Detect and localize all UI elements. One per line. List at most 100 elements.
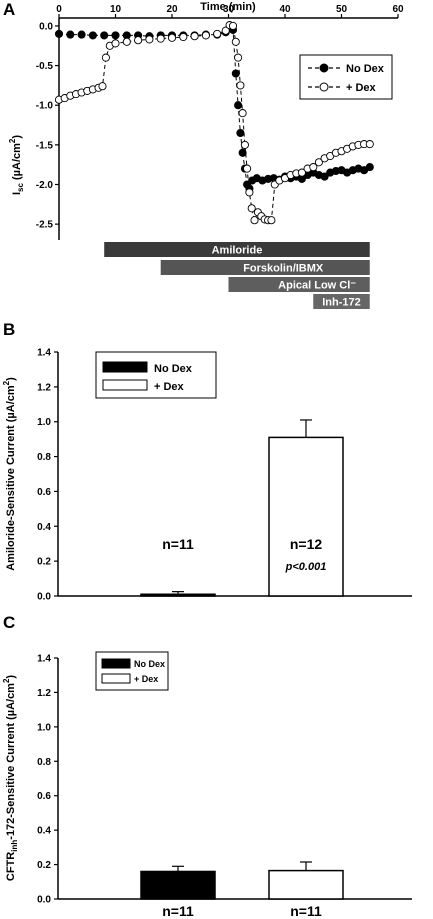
treatment-bar-label: Forskolin/IBMX: [243, 263, 324, 275]
panel-c-n-label-no-dex: n=11: [162, 903, 194, 919]
data-point-dex: [314, 158, 323, 167]
panel-a-x-tick-label: 20: [166, 4, 178, 15]
data-point-no-dex: [100, 31, 109, 40]
panel-b-bars: n=11 n=12 p<0.001: [140, 419, 344, 597]
panel-b-n-label-no-dex: n=11: [162, 536, 194, 552]
panel-a-y-tick-label: -2.5: [36, 220, 54, 231]
panel-b-legend-swatch-no-dex: [102, 361, 148, 373]
panel-a-x-tick-label: 40: [279, 4, 291, 15]
legend-dex-label: + Dex: [346, 82, 377, 94]
panel-c-y-tick-label: 0.4: [37, 826, 51, 837]
panel-c-bar-no-dex: [140, 870, 216, 900]
panel-b-y-tick-label: 1.2: [37, 382, 51, 393]
panel-a-x-tick-label: 60: [392, 4, 404, 15]
panel-a-letter: A: [3, 0, 15, 19]
data-point-dex: [101, 53, 110, 62]
data-point-dex: [236, 81, 245, 90]
panel-a-y-ticks: 0.0 -0.5 -1.0 -1.5 -2.0 -2.5: [36, 21, 59, 231]
panel-c-legend-no-dex: No Dex: [134, 659, 165, 669]
panel-a-x-tick-label: 10: [110, 4, 122, 15]
panel-c: C 0.0 0.2 0.4 0.6 0.8 1.0 1.2 1.4 CFTRinh-172-S…: [2, 613, 412, 919]
panel-a: A Time (min) 0 10 20 30 40 50 60 0.0 -0.5 -1.0 -1…: [3, 0, 404, 309]
data-point-dex: [221, 26, 230, 35]
data-point-dex: [245, 188, 254, 197]
data-point-dex: [247, 204, 256, 213]
panel-a-series: [54, 21, 374, 225]
panel-a-x-title: Time (min): [200, 1, 256, 13]
panel-a-x-ticks: 0 10 20 30 40 50 60: [56, 4, 404, 18]
panel-a-y-tick-label: 0.0: [39, 21, 53, 32]
treatment-bar-label: Amiloride: [212, 245, 263, 257]
data-point-dex: [228, 21, 238, 30]
panel-b-p-value: p<0.001: [285, 561, 327, 573]
panel-c-bars: n=11 n=11: [140, 861, 344, 919]
data-point-no-dex: [111, 31, 120, 40]
data-point-dex: [231, 37, 240, 46]
panel-b-y-tick-label: 1.0: [37, 417, 51, 428]
data-point-no-dex: [234, 101, 243, 110]
data-point-dex: [145, 35, 154, 44]
data-point-dex: [190, 32, 199, 41]
data-point-no-dex: [365, 163, 374, 172]
panel-c-legend: No Dex + Dex: [95, 651, 169, 691]
panel-c-legend-swatch-no-dex: [101, 658, 131, 669]
panel-c-y-tick-label: 0.8: [37, 757, 51, 768]
panel-c-legend-dex: + Dex: [134, 674, 158, 684]
panel-c-letter: C: [3, 613, 15, 632]
data-point-dex: [167, 33, 177, 42]
panel-c-legend-box: [95, 651, 169, 691]
panel-b-bar-dex: [268, 436, 344, 597]
treatment-bar-label: Apical Low Cl⁻: [278, 280, 356, 292]
panel-c-y-tick-label: 0.6: [37, 791, 51, 802]
panel-b-y-ticks: 0.0 0.2 0.4 0.6 0.8 1.0 1.2 1.4: [37, 348, 58, 603]
data-point-dex: [240, 140, 249, 149]
panel-a-treatment-bars: Amiloride Forskolin/IBMX Apical Low Cl⁻ Inh…: [104, 242, 370, 309]
panel-a-y-tick-label: -1.5: [36, 140, 54, 151]
treatment-bar: [160, 260, 370, 275]
treatment-bar-label: Inh-172: [322, 297, 361, 309]
panel-c-bar-dex: [268, 869, 344, 900]
panel-c-y-tick-label: 0.0: [37, 895, 51, 906]
panel-b-letter: B: [3, 320, 15, 339]
panel-b-y-tick-label: 0.4: [37, 522, 51, 533]
data-point-dex: [201, 31, 210, 40]
data-point-dex: [179, 32, 188, 42]
panel-a-legend: No Dex + Dex: [299, 54, 393, 100]
panel-a-y-tick-label: -1.0: [36, 101, 54, 112]
panel-b-y-title: Amiloride-Sensitive Current (µA/cm2): [2, 377, 17, 571]
panel-c-y-ticks: 0.0 0.2 0.4 0.6 0.8 1.0 1.2 1.4: [37, 654, 58, 906]
panel-b-bar-no-dex: [140, 593, 216, 597]
data-point-dex: [267, 216, 276, 225]
panel-b-y-tick-label: 1.4: [37, 348, 51, 359]
data-point-no-dex: [231, 69, 240, 78]
data-point-dex: [309, 163, 318, 172]
legend-dex-marker: [319, 82, 329, 92]
data-point-no-dex: [66, 30, 75, 39]
data-point-no-dex: [77, 30, 86, 39]
panel-b-y-tick-label: 0.2: [37, 557, 51, 568]
panel-c-y-tick-label: 1.4: [37, 654, 51, 665]
data-point-dex: [250, 216, 259, 225]
data-point-dex: [134, 36, 143, 45]
legend-no-dex-marker: [319, 63, 329, 73]
panel-b-legend: No Dex + Dex: [95, 351, 217, 399]
panel-b: B 0.0 0.2 0.4 0.6 0.8 1.0 1.2 1.4 Amiloride-Sen…: [2, 320, 412, 603]
panel-c-legend-swatch-dex: [101, 673, 131, 684]
data-point-dex: [213, 29, 222, 38]
panel-c-y-title: CFTRinh-172-Sensitive Current (µA/cm2): [2, 675, 19, 882]
series-line-no-dex: [58, 26, 371, 190]
treatment-bar: [228, 277, 370, 292]
data-point-dex: [156, 34, 165, 43]
panel-b-legend-swatch-dex: [102, 379, 148, 391]
data-point-dex: [365, 140, 374, 149]
data-point-no-dex: [238, 148, 247, 157]
data-point-no-dex: [54, 29, 64, 38]
panel-b-legend-no-dex: No Dex: [154, 363, 193, 375]
treatment-bar: [313, 294, 370, 309]
data-point-dex: [238, 109, 247, 118]
data-point-no-dex: [236, 128, 245, 138]
panel-c-n-label-dex: n=11: [290, 903, 322, 919]
panel-c-y-tick-label: 1.2: [37, 688, 51, 699]
data-point-dex: [243, 164, 252, 173]
